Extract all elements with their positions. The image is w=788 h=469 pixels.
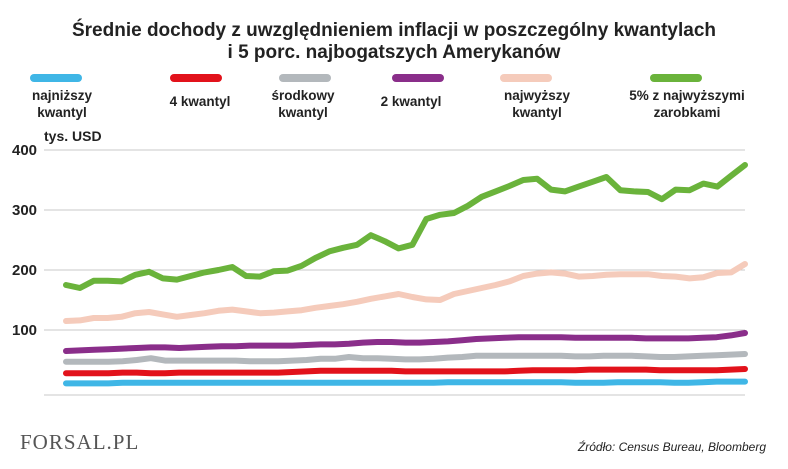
legend-label: 4 kwantyl (170, 94, 231, 109)
grid (44, 149, 745, 396)
series-lines (63, 162, 748, 387)
y-axis-ticks: 100 200 300 400 (12, 142, 37, 339)
y-tick-label: 200 (12, 262, 37, 279)
legend-label: kwantyl (512, 105, 562, 120)
chart-title-line-2: i 5 porc. najbogatszych Amerykanów (228, 42, 561, 63)
series-line-2 (63, 366, 748, 377)
series-line-4 (63, 330, 748, 354)
legend: najniższy kwantyl 4 kwantyl środkowy kwantyl… (30, 74, 745, 120)
forsal-logo: FORSAL.PL (20, 430, 139, 454)
legend-label: 2 kwantyl (381, 94, 442, 109)
legend-label: zarobkami (654, 105, 721, 120)
chart-title-line-1: Średnie dochody z uwzględnieniem inflacj… (72, 19, 716, 41)
series-line-3 (63, 351, 748, 365)
y-axis-unit-label: tys. USD (44, 128, 102, 144)
y-tick-label: 300 (12, 202, 37, 219)
legend-label: kwantyl (278, 105, 328, 120)
source-note: Źródło: Census Bureau, Bloomberg (577, 439, 766, 454)
logo-text: FORSAL.PL (20, 430, 139, 454)
series-line-6 (63, 162, 748, 291)
y-tick-label: 100 (12, 322, 37, 339)
legend-label: najwyższy (504, 88, 571, 103)
y-tick-label: 400 (12, 142, 37, 159)
legend-label: środkowy (271, 88, 335, 103)
legend-label: najniższy (32, 88, 93, 103)
legend-label: 5% z najwyższymi (629, 88, 745, 103)
series-line-5 (63, 261, 748, 324)
legend-label: kwantyl (37, 105, 87, 120)
series-line-1 (63, 378, 748, 387)
